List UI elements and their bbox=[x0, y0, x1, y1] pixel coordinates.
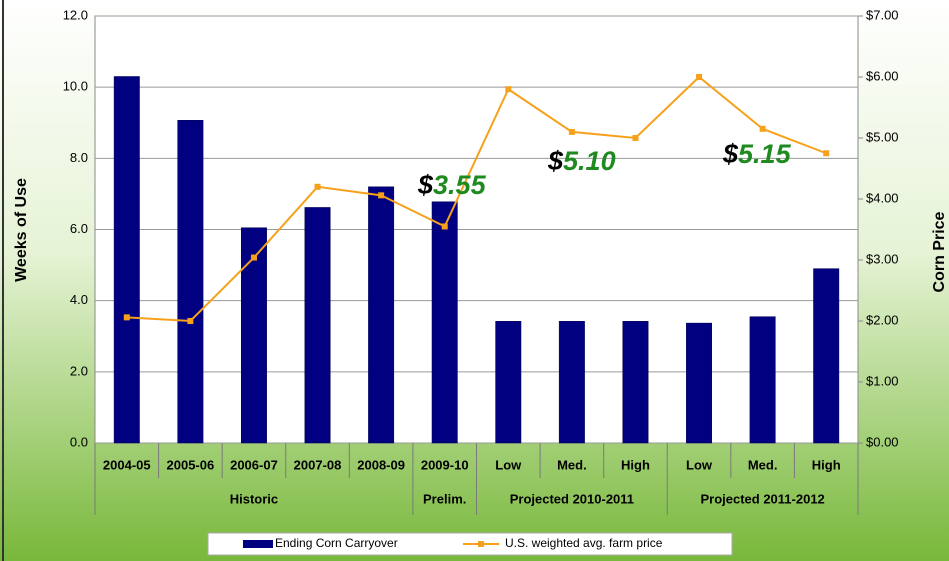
y-tick-label: 6.0 bbox=[70, 221, 88, 236]
price-annotation: $3.55 bbox=[417, 170, 487, 200]
y2-axis-title: Corn Price bbox=[931, 211, 948, 292]
legend-label: Ending Corn Carryover bbox=[275, 536, 398, 550]
x-tick-label: 2004-05 bbox=[103, 457, 151, 472]
group-label: Historic bbox=[230, 491, 278, 506]
x-tick-label: Low bbox=[686, 457, 713, 472]
x-tick-label: Med. bbox=[748, 457, 778, 472]
line-marker bbox=[823, 150, 830, 157]
x-tick-label: 2005-06 bbox=[167, 457, 215, 472]
bar bbox=[113, 76, 140, 444]
price-line bbox=[126, 75, 827, 323]
line-marker bbox=[250, 254, 257, 261]
line-marker bbox=[632, 135, 639, 141]
x-tick-label: High bbox=[621, 457, 650, 472]
group-label: Prelim. bbox=[423, 491, 466, 506]
bar bbox=[304, 207, 331, 444]
price-annotation: $5.15 bbox=[722, 139, 792, 169]
x-tick-label: 2006-07 bbox=[230, 457, 278, 472]
y-axis-title: Weeks of Use bbox=[13, 178, 30, 282]
x-tick-label: High bbox=[812, 457, 841, 472]
x-tick-label: 2007-08 bbox=[294, 457, 342, 472]
line-marker bbox=[441, 223, 448, 230]
y-tick-label: 4.0 bbox=[70, 292, 88, 307]
bar bbox=[431, 201, 458, 444]
bar bbox=[622, 321, 649, 444]
bar bbox=[813, 268, 840, 444]
group-label: Projected 2011-2012 bbox=[700, 491, 824, 506]
line-marker bbox=[123, 314, 130, 321]
x-tick-label: 2008-09 bbox=[357, 457, 405, 472]
y2-tick-label: $2.00 bbox=[866, 312, 899, 327]
bar bbox=[749, 316, 776, 444]
y2-tick-label: $7.00 bbox=[866, 7, 899, 22]
x-tick-label: Med. bbox=[557, 457, 587, 472]
line-marker bbox=[759, 125, 766, 132]
bar bbox=[240, 227, 267, 444]
line-marker bbox=[314, 183, 321, 190]
y-tick-label: 0.0 bbox=[70, 434, 88, 449]
line-marker bbox=[505, 86, 512, 93]
bar bbox=[368, 186, 395, 444]
x-tick-label: Low bbox=[495, 457, 522, 472]
price-annotation: $5.10 bbox=[547, 146, 616, 176]
bar bbox=[177, 120, 204, 444]
y2-tick-label: $5.00 bbox=[866, 129, 899, 144]
legend-swatch bbox=[243, 540, 273, 548]
y2-tick-label: $4.00 bbox=[866, 190, 899, 205]
bar bbox=[686, 322, 713, 444]
line-marker bbox=[696, 74, 703, 80]
legend-label: U.S. weighted avg. farm price bbox=[505, 536, 663, 550]
bar bbox=[558, 321, 585, 444]
y-tick-label: 8.0 bbox=[70, 150, 88, 165]
y2-tick-label: $3.00 bbox=[866, 251, 899, 266]
x-tick-label: 2009-10 bbox=[421, 457, 469, 472]
line-marker bbox=[378, 192, 385, 199]
y2-tick-label: $0.00 bbox=[866, 434, 899, 449]
y2-tick-label: $6.00 bbox=[866, 68, 899, 83]
y2-tick-label: $1.00 bbox=[866, 373, 899, 388]
group-label: Projected 2010-2011 bbox=[510, 491, 634, 506]
legend-swatch bbox=[478, 541, 484, 547]
y-tick-label: 12.0 bbox=[63, 7, 88, 22]
line-marker bbox=[187, 318, 194, 324]
line-marker bbox=[568, 128, 575, 135]
y-tick-label: 2.0 bbox=[70, 363, 88, 378]
bar bbox=[495, 321, 522, 444]
y-tick-label: 10.0 bbox=[63, 79, 88, 94]
